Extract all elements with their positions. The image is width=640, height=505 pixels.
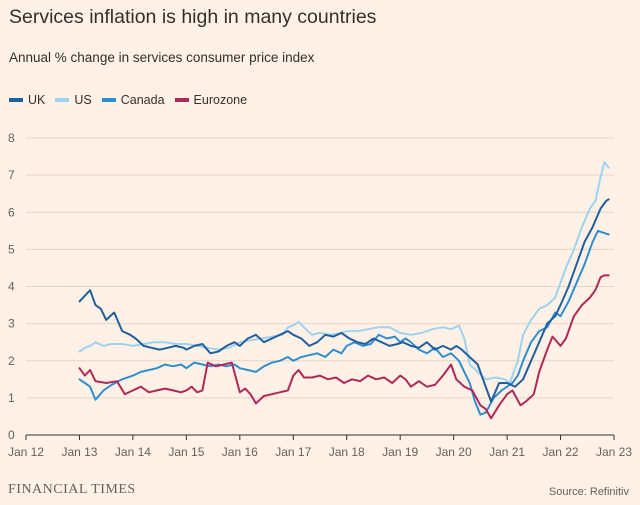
- ft-logo: FINANCIAL TIMES: [8, 482, 136, 497]
- y-tick-label-5: 5: [8, 242, 15, 256]
- y-tick-label-8: 8: [8, 131, 15, 145]
- legend-swatch-us: [55, 98, 70, 102]
- y-axis-tick-labels: 0 1 2 3 4 5 6 7 8: [8, 131, 15, 442]
- series-line-us: [78, 161, 610, 384]
- y-tick-label-3: 3: [8, 317, 15, 331]
- legend-swatch-eurozone: [174, 98, 189, 102]
- legend-label-eurozone: Eurozone: [193, 93, 248, 107]
- y-tick-label-6: 6: [8, 205, 15, 219]
- legend-swatch-canada: [101, 98, 116, 102]
- legend-label-uk: UK: [28, 93, 46, 107]
- legend-label-canada: Canada: [120, 93, 165, 107]
- x-tick-label-Jan-12: Jan 12: [8, 445, 44, 459]
- legend-label-us: US: [74, 93, 92, 107]
- chart-title: Services inflation is high in many count…: [9, 6, 377, 28]
- x-tick-label-Jan-16: Jan 16: [222, 445, 258, 459]
- series-lines: [78, 161, 610, 420]
- legend-swatch-uk: [9, 98, 23, 102]
- x-tick-label-Jan-23: Jan 23: [596, 445, 632, 459]
- x-tick-label-Jan-20: Jan 20: [436, 445, 472, 459]
- x-tick-label-Jan-14: Jan 14: [115, 445, 151, 459]
- legend-item-canada: Canada: [101, 93, 165, 107]
- y-tick-label-7: 7: [8, 168, 15, 182]
- x-tick-label-Jan-19: Jan 19: [382, 445, 418, 459]
- y-gridlines: [26, 137, 614, 399]
- x-tick-label-Jan-15: Jan 15: [168, 445, 204, 459]
- x-tick-label-Jan-21: Jan 21: [489, 445, 525, 459]
- y-tick-label-2: 2: [8, 354, 15, 368]
- x-tick-label-Jan-18: Jan 18: [329, 445, 365, 459]
- x-tick-label-Jan-17: Jan 17: [275, 445, 311, 459]
- series-line-canada: [78, 229, 610, 416]
- source-note: Source: Refinitiv: [548, 486, 629, 498]
- x-tick-label-Jan-22: Jan 22: [543, 445, 579, 459]
- chart-legend: UK US Canada Eurozone: [9, 93, 257, 107]
- legend-item-uk: UK: [9, 93, 45, 107]
- series-line-eurozone: [78, 274, 610, 420]
- chart-subtitle: Annual % change in services consumer pri…: [9, 50, 315, 65]
- legend-item-eurozone: Eurozone: [174, 93, 248, 107]
- x-axis: Jan 12 Jan 13 Jan 14 Jan 15 Jan 16 Jan 17 Jan …: [8, 434, 632, 459]
- series-line-uk: [78, 198, 610, 403]
- x-tick-label-Jan-13: Jan 13: [61, 445, 97, 459]
- y-tick-label-1: 1: [8, 391, 15, 405]
- y-tick-label-0: 0: [8, 428, 15, 442]
- legend-item-us: US: [55, 93, 92, 107]
- y-tick-label-4: 4: [8, 280, 15, 294]
